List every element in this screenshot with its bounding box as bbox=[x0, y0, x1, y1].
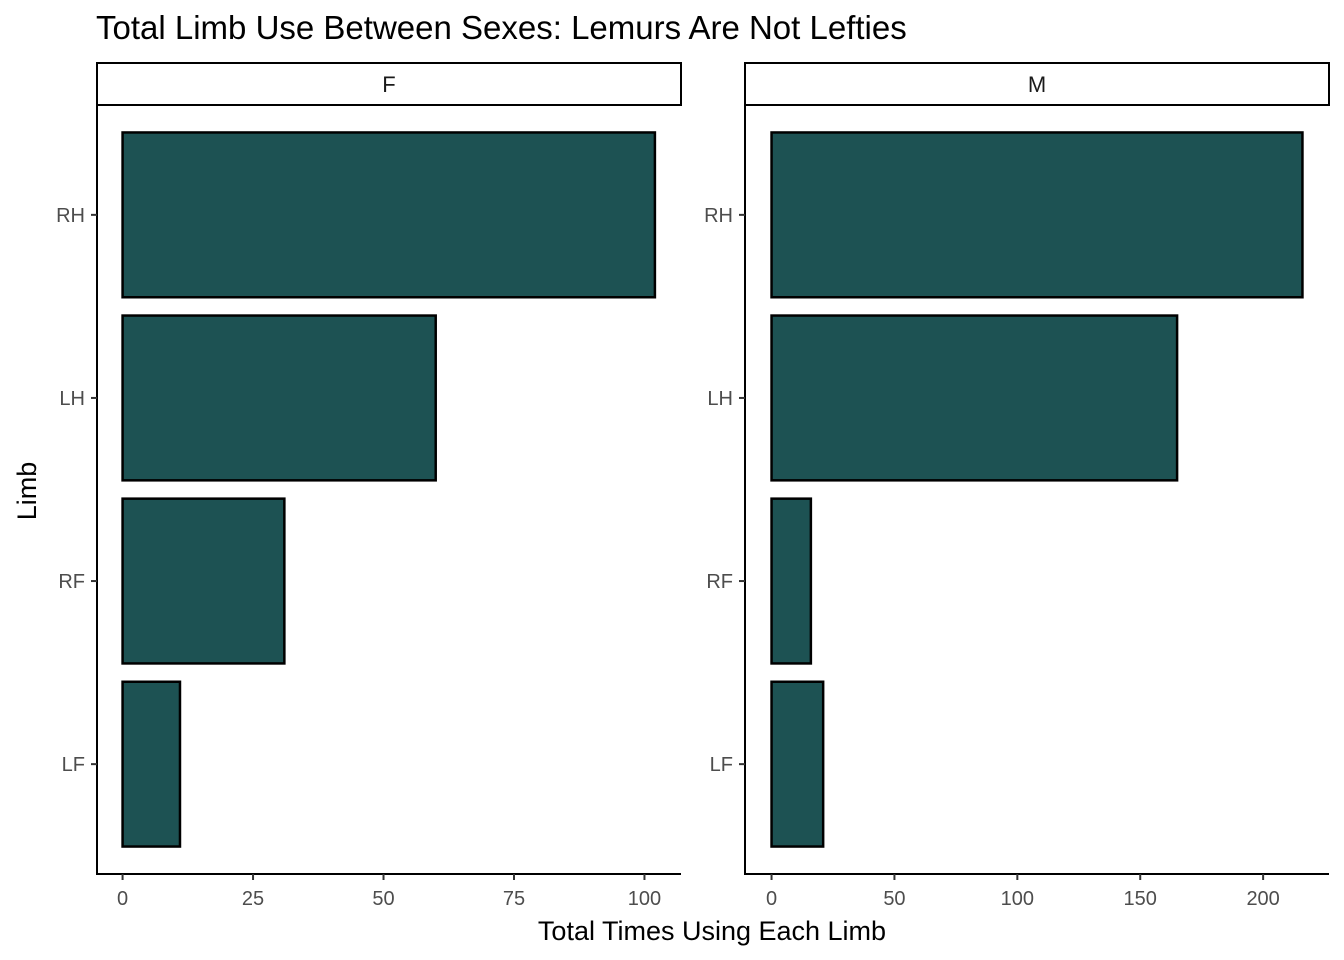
x-tick-label: 50 bbox=[883, 888, 905, 910]
x-tick-label: 100 bbox=[1001, 888, 1034, 910]
x-tick-label: 0 bbox=[766, 888, 777, 910]
bar-lf bbox=[770, 680, 825, 848]
chart-title: Total Limb Use Between Sexes: Lemurs Are… bbox=[96, 9, 907, 46]
x-tick-label: 100 bbox=[628, 888, 661, 910]
y-tick-label: LF bbox=[62, 754, 85, 776]
bar-rh bbox=[770, 131, 1304, 299]
x-tick-label: 200 bbox=[1246, 888, 1279, 910]
bar-lh bbox=[770, 314, 1179, 482]
facet-strip-label: F bbox=[382, 72, 395, 97]
x-tick-label: 25 bbox=[242, 888, 264, 910]
y-tick-label: RF bbox=[58, 571, 85, 593]
bar-lf bbox=[121, 680, 182, 848]
x-tick-label: 0 bbox=[117, 888, 128, 910]
x-tick-label: 75 bbox=[503, 888, 525, 910]
facet-strip bbox=[96, 62, 682, 106]
x-tick-label: 50 bbox=[372, 888, 394, 910]
bar-lh bbox=[121, 314, 437, 482]
bar-rf bbox=[121, 497, 286, 665]
y-tick-label: RH bbox=[56, 205, 85, 227]
y-tick-label: RF bbox=[706, 571, 733, 593]
y-tick-label: LH bbox=[59, 388, 85, 410]
y-axis-title: Limb bbox=[12, 462, 42, 521]
bar-rf bbox=[770, 497, 813, 665]
x-axis-title: Total Times Using Each Limb bbox=[538, 916, 886, 946]
facet-panel-m: M RH LH RF LF 0 50 100 150 200 bbox=[704, 62, 1330, 910]
bar-rh bbox=[121, 131, 657, 299]
facet-strip-label: M bbox=[1028, 72, 1046, 97]
y-tick-label: LH bbox=[707, 388, 733, 410]
y-tick-label: LF bbox=[710, 754, 733, 776]
facet-panels: F RH LH RF LF 0 25 50 75 100 M RH LH RF LF 0 50 100 150 200 bbox=[56, 62, 1330, 910]
facet-panel-f: F RH LH RF LF 0 25 50 75 100 bbox=[56, 62, 682, 910]
y-tick-label: RH bbox=[704, 205, 733, 227]
facet-strip bbox=[744, 62, 1330, 106]
x-tick-label: 150 bbox=[1124, 888, 1157, 910]
